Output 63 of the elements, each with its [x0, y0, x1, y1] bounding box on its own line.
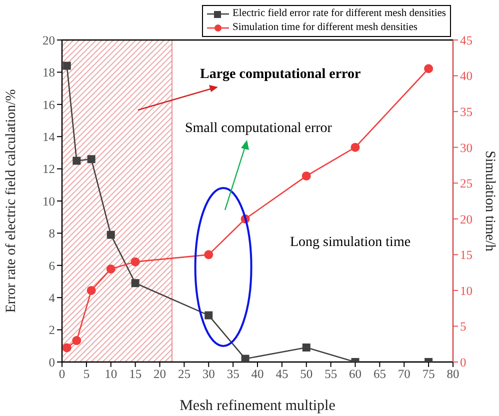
x-tick-label: 5 — [83, 366, 90, 381]
point — [62, 62, 71, 70]
y-tick-label: 6 — [48, 258, 55, 273]
y2-tick-label: 45 — [460, 33, 472, 48]
point — [86, 286, 96, 295]
annotation: Small computational error — [185, 121, 332, 136]
x-tick-label: 15 — [129, 366, 142, 381]
point — [72, 336, 82, 346]
y-tick-label: 2 — [48, 323, 55, 338]
x-tick-label: 65 — [373, 366, 386, 381]
x-tick-label: 35 — [226, 366, 240, 381]
point — [302, 171, 311, 180]
x-tick-label: 10 — [104, 366, 118, 381]
y-tick-label: 8 — [48, 226, 55, 241]
x-tick-label: 70 — [398, 366, 410, 381]
y2-tick-label: 40 — [460, 69, 472, 84]
point — [302, 344, 310, 352]
y-tick-label: 20 — [42, 33, 55, 48]
point — [204, 250, 214, 260]
y2-tick-label: 30 — [460, 140, 472, 155]
point — [72, 156, 81, 165]
x-tick-label: 55 — [324, 366, 338, 381]
y-tick-label: 18 — [42, 66, 55, 80]
y-tick-label: 4 — [48, 291, 56, 306]
point — [62, 343, 72, 352]
x-tick-label: 0 — [58, 366, 66, 381]
legend-label: Electric field error rate for different mesh densities — [232, 7, 446, 21]
annotation: Long simulation time — [290, 235, 411, 250]
point — [350, 142, 360, 152]
y2-axis-title: Simulation time/h — [482, 150, 498, 252]
y2-tick-label: 10 — [460, 284, 472, 298]
y2-tick-label: 35 — [460, 104, 472, 119]
point — [424, 64, 434, 74]
point — [241, 354, 250, 362]
y-tick-label: 14 — [42, 130, 56, 144]
y2-tick-label: 15 — [460, 248, 472, 262]
y2-tick-label: 25 — [460, 176, 472, 191]
x-tick-label: 75 — [422, 366, 435, 381]
annotation: Large computational error — [200, 67, 361, 82]
y2-tick-label: 0 — [460, 355, 466, 370]
y2-tick-label: 5 — [460, 320, 466, 334]
y-tick-label: 16 — [42, 98, 55, 112]
x-axis-title: Mesh refinement multiple — [180, 398, 336, 414]
y-axis-title: Error rate of electric field calculation/% — [4, 88, 19, 313]
point — [106, 264, 116, 274]
point — [204, 311, 213, 320]
point — [106, 230, 115, 239]
x-tick-label: 50 — [300, 366, 313, 381]
point — [130, 257, 140, 266]
x-tick-label: 80 — [446, 366, 460, 381]
y2-tick-label: 20 — [460, 212, 472, 226]
x-tick-label: 30 — [202, 366, 215, 381]
legend-label: Simulation time for different mesh densities — [232, 21, 418, 35]
x-tick-label: 60 — [349, 366, 362, 381]
x-tick-label: 25 — [178, 366, 190, 381]
y-tick-label: 10 — [42, 194, 55, 208]
x-tick-label: 20 — [154, 366, 166, 381]
y-tick-label: 0 — [48, 355, 55, 370]
x-tick-label: 45 — [276, 366, 288, 381]
point — [131, 279, 140, 288]
y-tick-label: 12 — [42, 162, 55, 176]
x-tick-label: 40 — [251, 366, 264, 381]
point — [87, 155, 96, 164]
